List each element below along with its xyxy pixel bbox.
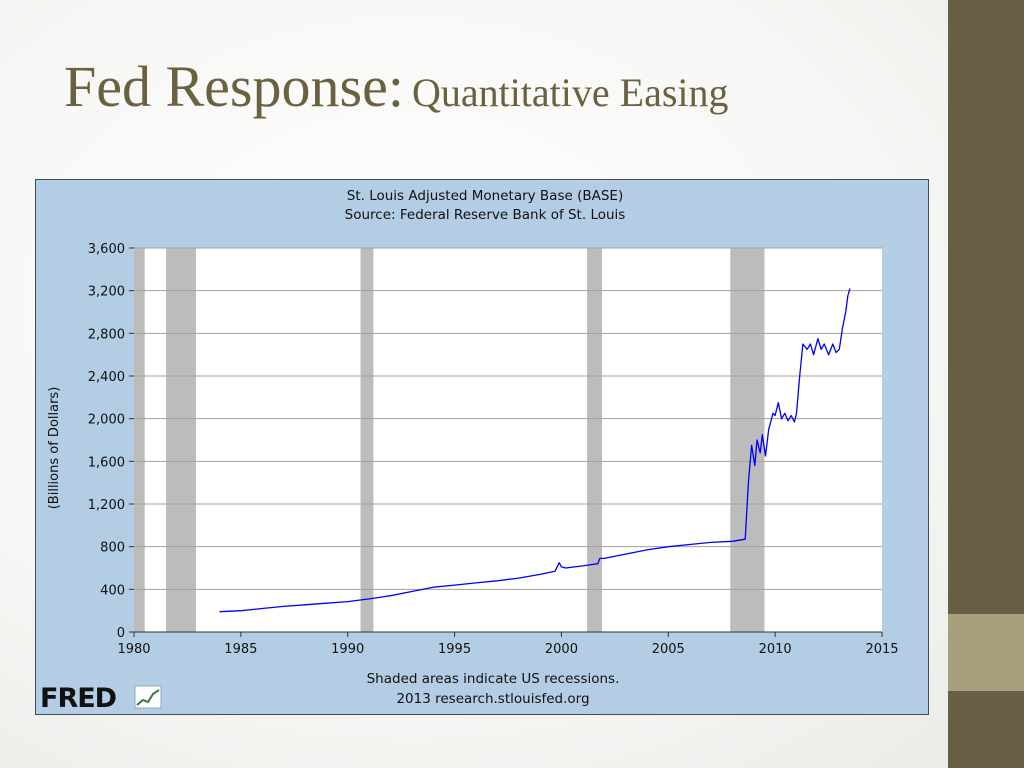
chart-title: St. Louis Adjusted Monetary Base (BASE) (347, 188, 623, 204)
chart-credit: 2013 research.stlouisfed.org (396, 691, 589, 707)
chart-subtitle: Source: Federal Reserve Bank of St. Loui… (345, 207, 626, 223)
gridlines (134, 247, 882, 590)
y-tick-label: 800 (100, 541, 125, 556)
axes: 0 400 800 1,200 1,600 2,000 2,400 2,800 3,200 3,6… (88, 242, 899, 657)
x-tick-label: 1980 (117, 642, 150, 657)
fred-logo-text: FRED (40, 683, 116, 711)
x-tick-label: 2015 (865, 642, 898, 657)
y-tick-label: 1,600 (88, 455, 125, 470)
y-tick-label: 2,800 (88, 327, 125, 342)
recession-bands (134, 248, 765, 632)
recession-band (134, 248, 145, 632)
y-tick-label: 2,000 (88, 413, 125, 428)
x-tick-label: 1990 (331, 642, 364, 657)
x-tick-label: 2000 (545, 642, 578, 657)
slide-title: Fed Response: Quantitative Easing (64, 58, 729, 116)
slide-title-main: Fed Response: (64, 54, 404, 119)
recession-band (730, 248, 765, 632)
right-decorative-bar (948, 0, 1024, 768)
chart-frame: St. Louis Adjusted Monetary Base (BASE) … (35, 179, 929, 715)
y-tick-label: 400 (100, 583, 125, 598)
fred-logo: FRED (40, 683, 162, 711)
fred-logo-graph-line (136, 689, 160, 706)
y-tick-label: 3,200 (88, 285, 125, 300)
x-tick-label: 1995 (438, 642, 471, 657)
recession-band (360, 248, 374, 632)
chart-footnote: Shaded areas indicate US recessions. (367, 671, 620, 687)
recession-band (587, 248, 603, 632)
y-tick-label: 0 (117, 626, 125, 641)
x-tick-label: 2005 (652, 642, 685, 657)
x-tick-label: 1985 (224, 642, 257, 657)
right-bar-accent (948, 614, 1024, 691)
y-tick-label: 2,400 (88, 370, 125, 385)
chart-svg: St. Louis Adjusted Monetary Base (BASE) … (47, 188, 899, 707)
y-tick-label: 3,600 (88, 242, 125, 257)
y-tick-label: 1,200 (88, 498, 125, 513)
x-tick-label: 2010 (759, 642, 792, 657)
series-line (219, 288, 851, 613)
y-axis-label: (Billions of Dollars) (47, 387, 62, 510)
recession-band (166, 248, 196, 632)
series-layer (219, 288, 851, 613)
slide-title-sub: Quantitative Easing (411, 70, 729, 115)
plot-area (134, 248, 882, 632)
